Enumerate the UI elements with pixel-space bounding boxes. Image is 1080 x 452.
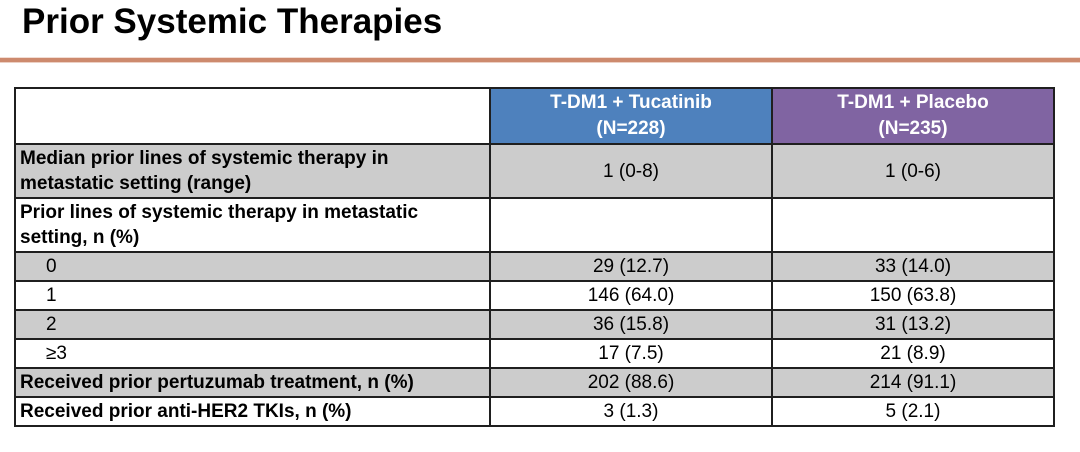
placebo-value: 214 (91.1) [771,367,1055,398]
prior-therapies-table: T-DM1 + Tucatinib (N=228) T-DM1 + Placeb… [14,87,1055,427]
column-header-placebo: T-DM1 + Placebo (N=235) [771,87,1055,145]
placebo-value: 21 (8.9) [771,338,1055,369]
row-label: 1 [14,280,491,311]
tucatinib-value: 1 (0-8) [489,143,773,199]
table-row: 2 36 (15.8) 31 (13.2) [14,309,1055,340]
row-label: Prior lines of systemic therapy in metas… [14,197,491,253]
table-body: Median prior lines of systemic therapy i… [14,143,1055,427]
row-label: ≥3 [14,338,491,369]
table-row: 0 29 (12.7) 33 (14.0) [14,251,1055,282]
placebo-value: 5 (2.1) [771,396,1055,427]
placebo-value [771,197,1055,253]
placebo-arm-n: (N=235) [878,118,948,139]
tucatinib-arm-n: (N=228) [596,118,666,139]
title-divider [0,57,1080,63]
header-row: T-DM1 + Tucatinib (N=228) T-DM1 + Placeb… [14,87,1055,145]
tucatinib-value: 36 (15.8) [489,309,773,340]
table-row: ≥3 17 (7.5) 21 (8.9) [14,338,1055,369]
empty-corner-cell [14,87,491,145]
row-label: Received prior pertuzumab treatment, n (… [14,367,491,398]
tucatinib-value: 202 (88.6) [489,367,773,398]
row-label: 0 [14,251,491,282]
placebo-value: 1 (0-6) [771,143,1055,199]
tucatinib-value: 3 (1.3) [489,396,773,427]
page-title: Prior Systemic Therapies [22,2,443,41]
row-label: 2 [14,309,491,340]
table-row: Median prior lines of systemic therapy i… [14,143,1055,199]
tucatinib-value [489,197,773,253]
tucatinib-value: 29 (12.7) [489,251,773,282]
table-row: Received prior anti-HER2 TKIs, n (%) 3 (… [14,396,1055,427]
tucatinib-value: 17 (7.5) [489,338,773,369]
placebo-value: 31 (13.2) [771,309,1055,340]
table-row: 1 146 (64.0) 150 (63.8) [14,280,1055,311]
tucatinib-arm-name: T-DM1 + Tucatinib [550,92,712,113]
row-label: Received prior anti-HER2 TKIs, n (%) [14,396,491,427]
placebo-arm-name: T-DM1 + Placebo [837,92,989,113]
table-row: Received prior pertuzumab treatment, n (… [14,367,1055,398]
placebo-value: 150 (63.8) [771,280,1055,311]
column-header-tucatinib: T-DM1 + Tucatinib (N=228) [489,87,773,145]
tucatinib-value: 146 (64.0) [489,280,773,311]
placebo-value: 33 (14.0) [771,251,1055,282]
table-row: Prior lines of systemic therapy in metas… [14,197,1055,253]
row-label: Median prior lines of systemic therapy i… [14,143,491,199]
